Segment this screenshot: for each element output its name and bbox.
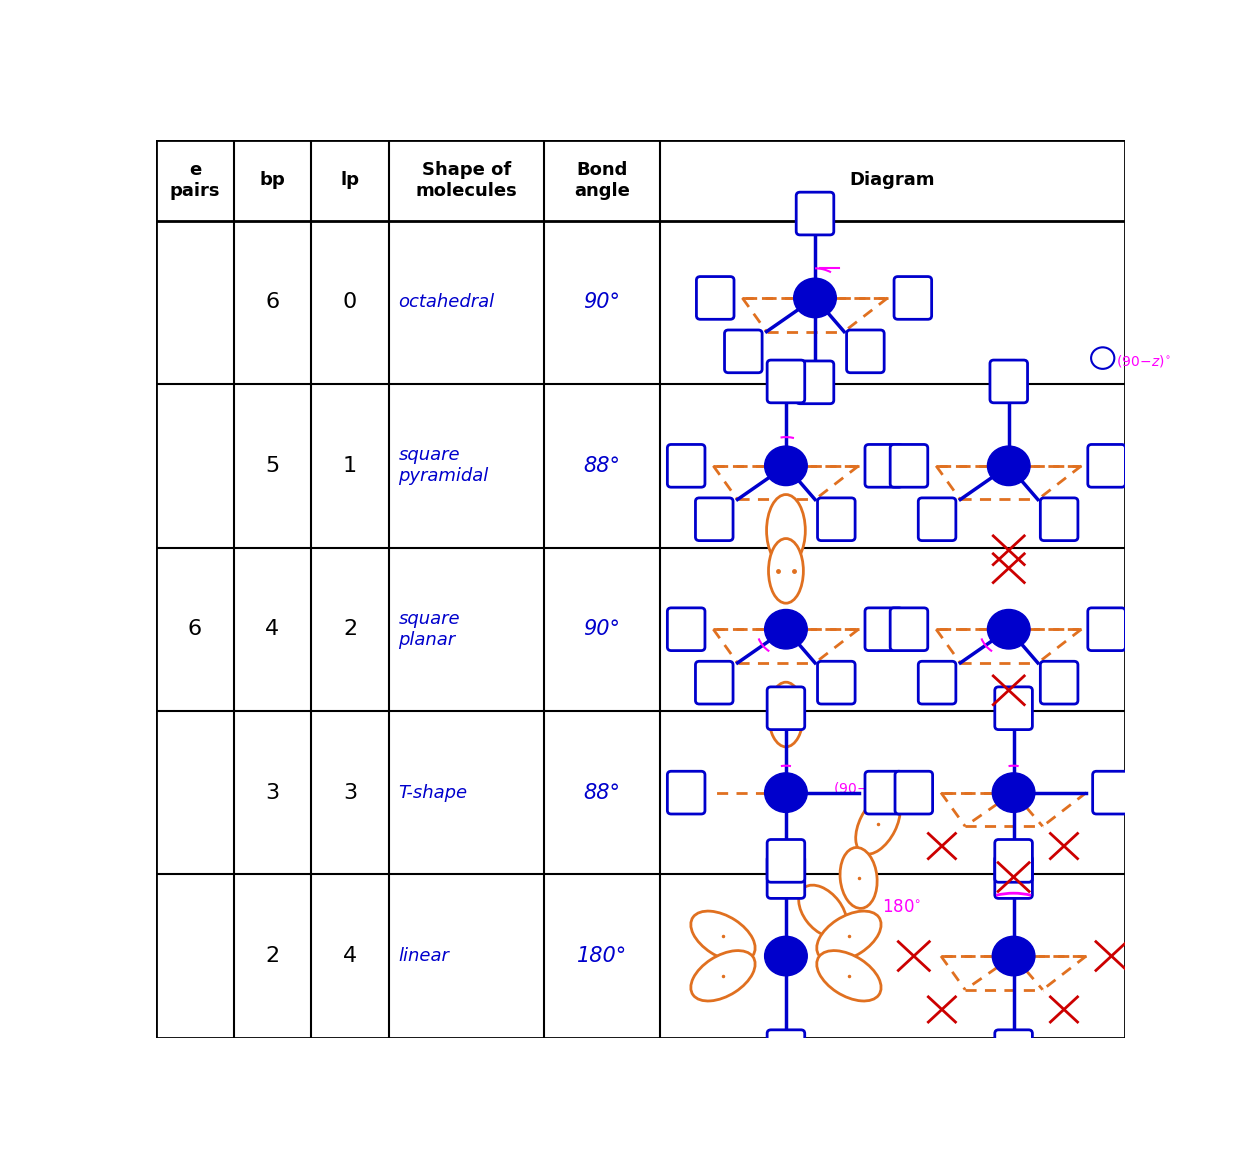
Text: octahedral: octahedral (399, 294, 495, 311)
Ellipse shape (816, 911, 881, 962)
FancyBboxPatch shape (865, 771, 902, 814)
Ellipse shape (856, 794, 900, 855)
FancyBboxPatch shape (995, 1030, 1032, 1073)
FancyBboxPatch shape (668, 607, 705, 651)
Text: 4: 4 (342, 946, 357, 967)
FancyBboxPatch shape (895, 771, 932, 814)
FancyBboxPatch shape (668, 444, 705, 487)
Text: linear: linear (399, 947, 449, 965)
Ellipse shape (769, 539, 804, 603)
Ellipse shape (799, 885, 846, 937)
Circle shape (988, 447, 1030, 485)
FancyBboxPatch shape (919, 661, 956, 704)
Text: square
pyramidal: square pyramidal (399, 447, 489, 485)
Text: 88°: 88° (584, 456, 620, 476)
Text: 90°: 90° (584, 293, 620, 312)
Text: $(90\!-\!z)^{\circ}$: $(90\!-\!z)^{\circ}$ (1116, 353, 1171, 368)
Text: 3: 3 (342, 782, 357, 802)
FancyBboxPatch shape (865, 607, 902, 651)
FancyBboxPatch shape (865, 444, 902, 487)
FancyBboxPatch shape (696, 276, 734, 319)
FancyBboxPatch shape (695, 661, 732, 704)
FancyBboxPatch shape (1092, 771, 1130, 814)
FancyBboxPatch shape (768, 1030, 805, 1073)
FancyBboxPatch shape (695, 498, 732, 541)
FancyBboxPatch shape (768, 840, 805, 883)
FancyBboxPatch shape (768, 687, 805, 730)
FancyBboxPatch shape (725, 330, 762, 373)
FancyBboxPatch shape (995, 856, 1032, 898)
FancyBboxPatch shape (890, 444, 928, 487)
FancyBboxPatch shape (894, 276, 931, 319)
Text: Shape of
molecules: Shape of molecules (415, 161, 518, 199)
Text: T-shape: T-shape (399, 784, 468, 802)
Circle shape (765, 447, 808, 485)
Ellipse shape (691, 950, 755, 1000)
Text: 88°: 88° (584, 782, 620, 802)
Circle shape (794, 279, 836, 317)
Text: square
planar: square planar (399, 610, 460, 648)
Text: 0: 0 (342, 293, 357, 312)
Text: 6: 6 (188, 619, 202, 639)
Text: bp: bp (260, 171, 285, 189)
FancyBboxPatch shape (1088, 444, 1125, 487)
Text: $180^{\circ}$: $180^{\circ}$ (882, 898, 922, 915)
Ellipse shape (816, 950, 881, 1000)
Ellipse shape (840, 848, 877, 908)
Text: 180°: 180° (576, 946, 628, 967)
FancyBboxPatch shape (919, 498, 956, 541)
Text: 4: 4 (265, 619, 280, 639)
Text: e
pairs: e pairs (170, 161, 220, 199)
Ellipse shape (769, 682, 804, 747)
Text: $(90\!-\!z)^{\circ}$: $(90\!-\!z)^{\circ}$ (832, 780, 887, 796)
Circle shape (988, 610, 1030, 649)
FancyBboxPatch shape (768, 856, 805, 898)
Text: Diagram: Diagram (850, 171, 935, 189)
FancyBboxPatch shape (668, 771, 705, 814)
FancyBboxPatch shape (796, 361, 834, 403)
Circle shape (765, 936, 808, 976)
FancyBboxPatch shape (995, 687, 1032, 730)
Text: 1: 1 (342, 456, 357, 476)
Text: 90°: 90° (584, 619, 620, 639)
FancyBboxPatch shape (796, 192, 834, 234)
FancyBboxPatch shape (1040, 498, 1078, 541)
Text: 3: 3 (265, 782, 280, 802)
Ellipse shape (766, 494, 805, 567)
Circle shape (1091, 347, 1114, 368)
FancyBboxPatch shape (995, 840, 1032, 883)
FancyBboxPatch shape (1088, 607, 1125, 651)
FancyBboxPatch shape (818, 661, 855, 704)
Text: 5: 5 (265, 456, 280, 476)
Circle shape (765, 773, 808, 813)
FancyBboxPatch shape (818, 498, 855, 541)
FancyBboxPatch shape (768, 360, 805, 402)
FancyBboxPatch shape (890, 607, 928, 651)
Text: 2: 2 (265, 946, 280, 967)
FancyBboxPatch shape (846, 330, 884, 373)
Text: Bond
angle: Bond angle (574, 161, 630, 199)
Text: 6: 6 (265, 293, 280, 312)
FancyBboxPatch shape (990, 360, 1028, 402)
Text: 2: 2 (342, 619, 357, 639)
Circle shape (765, 610, 808, 649)
Text: lp: lp (340, 171, 360, 189)
Ellipse shape (691, 911, 755, 962)
Circle shape (992, 773, 1035, 813)
Circle shape (992, 936, 1035, 976)
FancyBboxPatch shape (1040, 661, 1078, 704)
